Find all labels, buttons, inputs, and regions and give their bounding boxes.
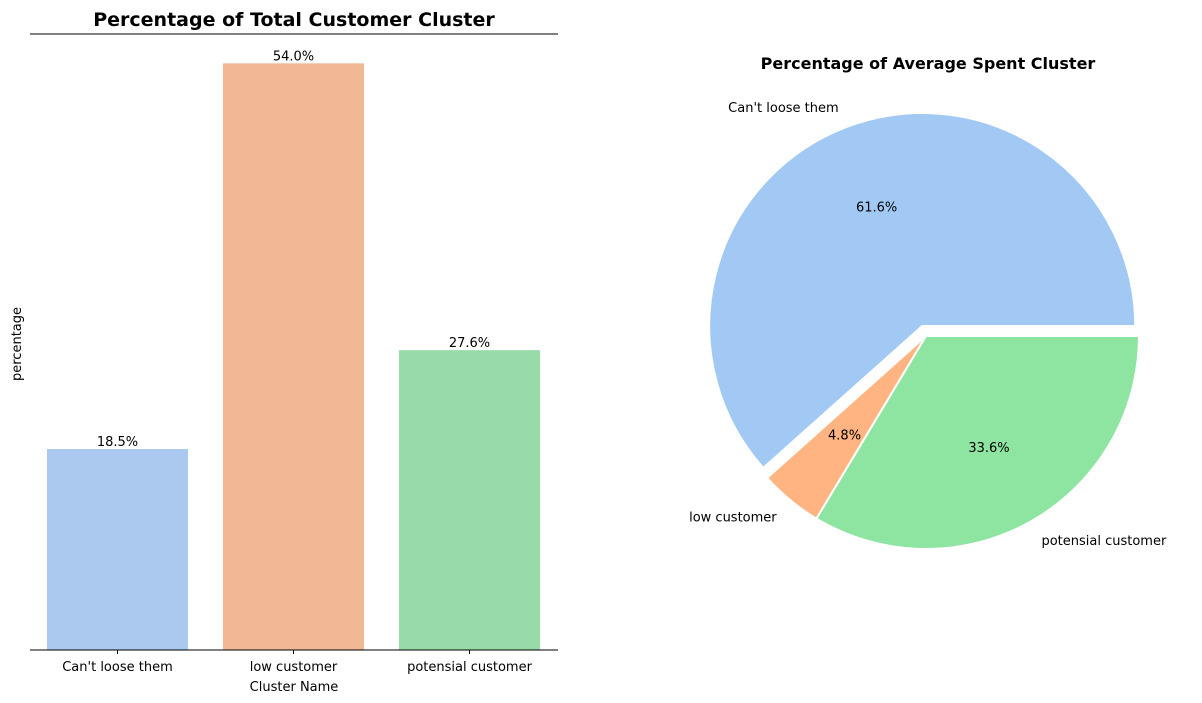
- bar-chart-title: Percentage of Total Customer Cluster: [93, 9, 495, 31]
- pie-chart-title: Percentage of Average Spent Cluster: [761, 54, 1096, 73]
- pie-chart: 61.6% Can't loose them 4.8% low customer 33.…: [689, 101, 1167, 550]
- pie-slice-2: [815, 335, 1140, 550]
- x-tick-label-1: low customer: [250, 660, 338, 675]
- pie-value-label-1: 4.8%: [828, 428, 861, 443]
- bar-1: [223, 63, 364, 651]
- x-tick-label-2: potensial customer: [407, 660, 533, 675]
- pie-value-label-0: 61.6%: [856, 201, 897, 216]
- pie-category-label-2: potensial customer: [1041, 534, 1167, 549]
- pie-category-label-0: Can't loose them: [728, 101, 839, 116]
- bar-value-label-1: 54.0%: [273, 49, 314, 64]
- pie-value-label-2: 33.6%: [968, 441, 1009, 456]
- bar-0: [47, 449, 188, 650]
- bar-value-label-2: 27.6%: [449, 336, 490, 351]
- pie-slice-0: [708, 112, 1137, 469]
- pie-category-label-1: low customer: [689, 511, 777, 526]
- bar-value-label-0: 18.5%: [97, 435, 138, 450]
- x-axis-label: Cluster Name: [250, 680, 339, 695]
- x-tick-label-0: Can't loose them: [62, 660, 173, 675]
- bar-chart: 18.5% Can't loose them 54.0% low customer 27…: [47, 49, 540, 675]
- y-axis-label: percentage: [10, 307, 25, 381]
- bar-2: [399, 350, 540, 650]
